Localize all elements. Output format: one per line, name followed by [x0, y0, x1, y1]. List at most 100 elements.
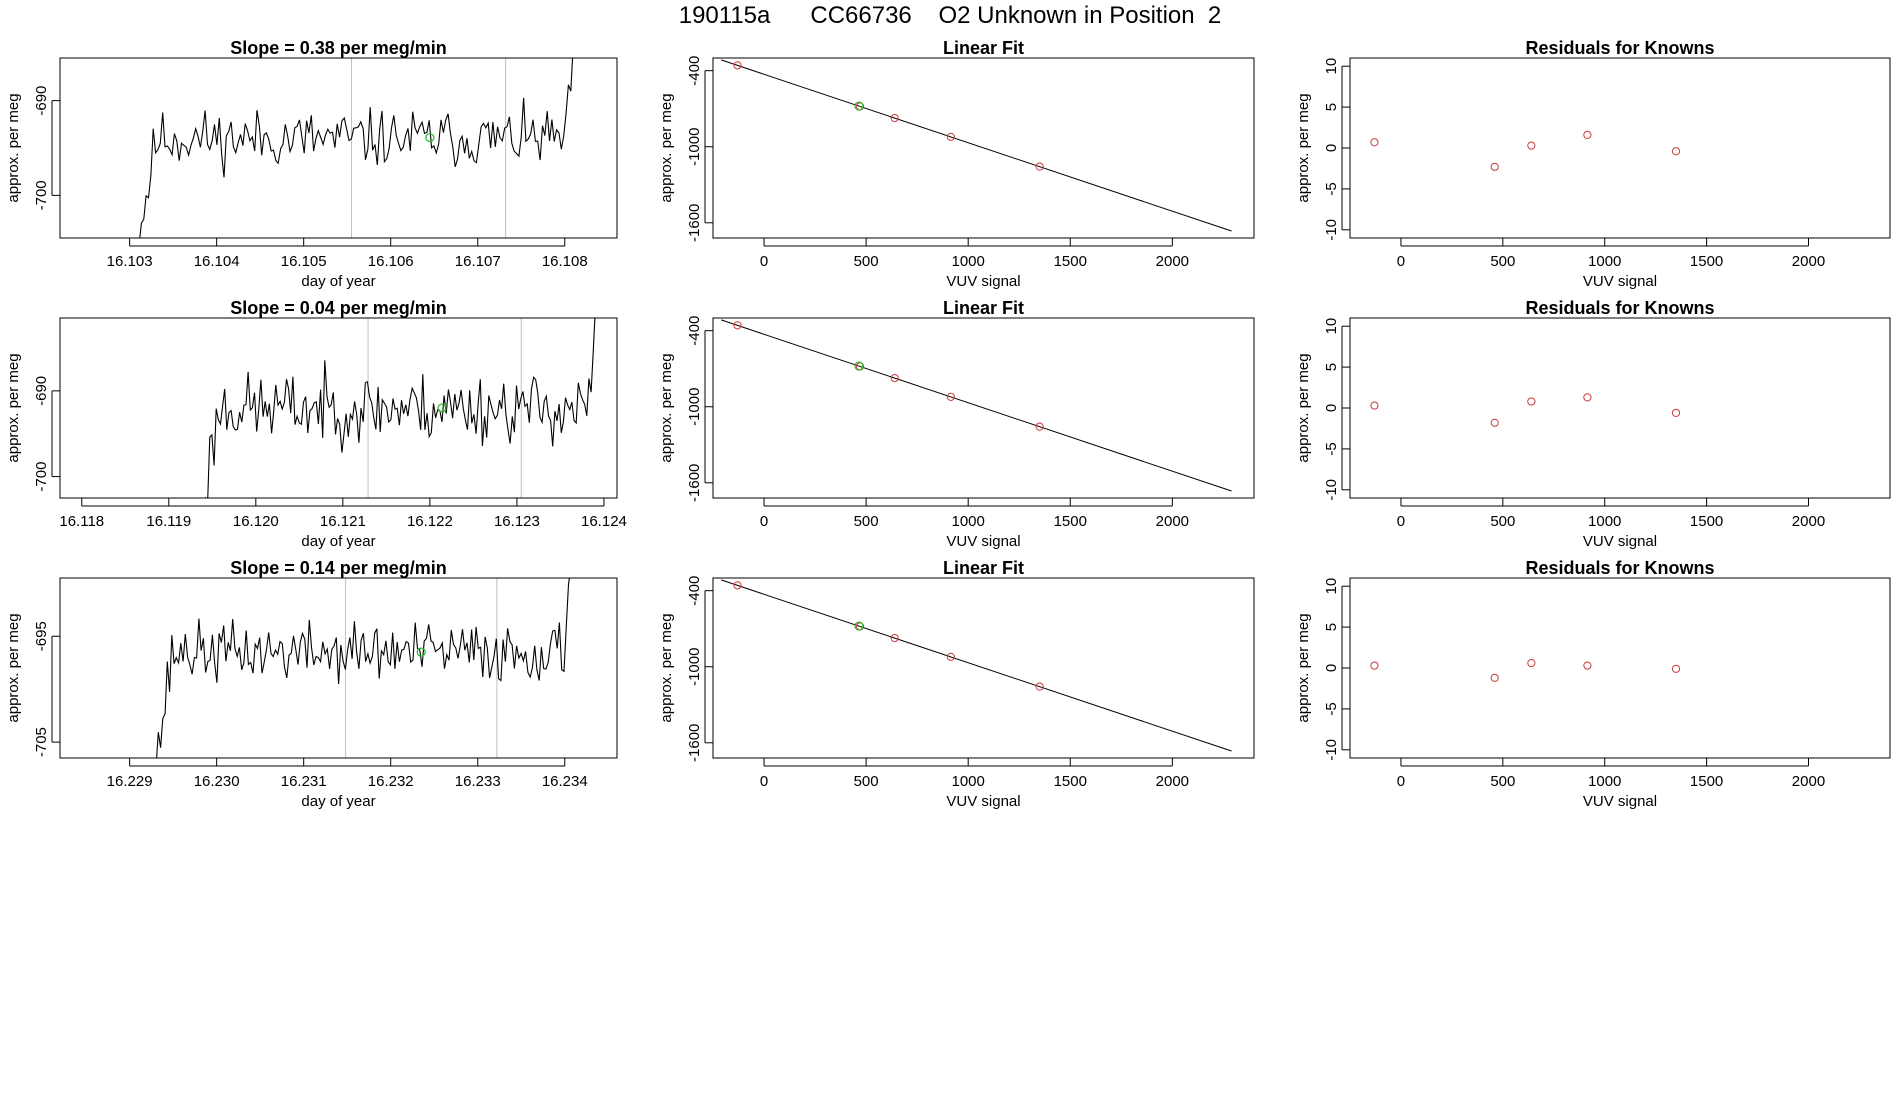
- plot-frame: [59, 317, 618, 499]
- data-trace: [204, 318, 596, 498]
- standard-point: [946, 392, 955, 401]
- plot-frame: [59, 57, 618, 239]
- fit-line: [721, 319, 1232, 492]
- unknown-point: [854, 361, 864, 371]
- x-tick-label: 16.234: [542, 773, 588, 790]
- y-tick-label: -690: [33, 86, 50, 116]
- x-tick-label: 500: [854, 513, 879, 530]
- panel-title: Residuals for Knowns: [1525, 298, 1714, 318]
- data-trace: [156, 578, 570, 758]
- x-tick-label: 16.107: [455, 253, 501, 270]
- y-axis-label: approx. per meg: [5, 613, 22, 722]
- panel-title: Slope = 0.14 per meg/min: [230, 558, 447, 578]
- y-tick-label: 10: [1323, 578, 1340, 595]
- y-tick-label: -400: [686, 576, 703, 606]
- x-axis-label: VUV signal: [1583, 273, 1657, 290]
- x-tick-label: 0: [1397, 253, 1405, 270]
- x-tick-label: 0: [760, 513, 768, 530]
- y-axis-label: approx. per meg: [1295, 613, 1312, 722]
- y-tick-label: -705: [33, 727, 50, 757]
- x-tick-label: 16.124: [581, 513, 627, 530]
- panel-title: Linear Fit: [943, 298, 1024, 318]
- standard-point: [1527, 397, 1536, 406]
- x-tick-label: 16.108: [542, 253, 588, 270]
- y-axis-label: approx. per meg: [658, 613, 675, 722]
- x-axis-label: VUV signal: [1583, 793, 1657, 810]
- x-tick-label: 1000: [1588, 513, 1621, 530]
- y-axis-label: approx. per meg: [5, 353, 22, 462]
- plot-frame: [712, 317, 1255, 499]
- standard-point: [733, 581, 742, 590]
- panel-0-0: Slope = 0.38 per meg/min 16.103 16.104 16.1…: [5, 38, 618, 290]
- y-tick-label: -10: [1323, 219, 1340, 241]
- panel-2-1: Linear Fit 0 500 1000 1500 2000 -400 -1000 -1600…: [658, 558, 1255, 810]
- y-tick-label: -5: [1323, 182, 1340, 195]
- y-tick-label: -10: [1323, 479, 1340, 501]
- standard-point: [1671, 408, 1681, 418]
- y-tick-label: 5: [1323, 623, 1340, 631]
- fit-line: [721, 579, 1232, 752]
- x-tick-label: 16.121: [320, 513, 366, 530]
- standard-point: [1490, 418, 1499, 427]
- plot-area: [1370, 658, 1681, 682]
- x-tick-label: 16.119: [146, 513, 191, 530]
- y-tick-label: 0: [1323, 664, 1340, 672]
- fit-line: [721, 59, 1232, 232]
- y-tick-label: 10: [1323, 318, 1340, 335]
- plot-frame: [712, 57, 1255, 239]
- y-tick-label: -400: [686, 56, 703, 86]
- y-tick-label: -400: [686, 316, 703, 346]
- standard-point: [1583, 130, 1592, 140]
- x-axis-label: VUV signal: [1583, 533, 1657, 550]
- x-tick-label: 16.233: [455, 773, 501, 790]
- panel-1-1: Linear Fit 0 500 1000 1500 2000 -400 -1000 -1600…: [658, 298, 1255, 550]
- panel-2-0: Slope = 0.14 per meg/min 16.229 16.230 16.2…: [5, 558, 618, 810]
- x-tick-label: 500: [854, 253, 879, 270]
- y-axis-label: approx. per meg: [5, 93, 22, 202]
- x-tick-label: 500: [1490, 253, 1515, 270]
- plot-area: [721, 319, 1232, 492]
- plot-area: [156, 578, 570, 758]
- panel-title: Slope = 0.04 per meg/min: [230, 298, 447, 318]
- x-tick-label: 0: [760, 253, 768, 270]
- x-tick-label: 16.104: [194, 253, 240, 270]
- panel-0-2: Residuals for Knowns 0 500 1000 1500 2000 10 5 0…: [1295, 38, 1891, 290]
- standard-point: [1370, 138, 1379, 147]
- x-axis-label: day of year: [301, 533, 375, 550]
- plot-area: [139, 58, 574, 238]
- standard-point: [1671, 664, 1681, 673]
- page-title: 190115a CC66736 O2 Unknown in Position 2: [678, 2, 1222, 29]
- standard-point: [1370, 401, 1379, 410]
- y-tick-label: -1600: [686, 464, 703, 502]
- panel-1-2: Residuals for Knowns 0 500 1000 1500 2000 10 5 0…: [1295, 298, 1891, 550]
- x-axis-label: VUV signal: [946, 793, 1020, 810]
- panel-title: Slope = 0.38 per meg/min: [230, 38, 447, 58]
- y-tick-label: -5: [1323, 702, 1340, 715]
- y-axis-label: approx. per meg: [658, 93, 675, 202]
- standard-point: [1035, 682, 1044, 691]
- standard-point: [1583, 393, 1592, 402]
- x-tick-label: 0: [1397, 773, 1405, 790]
- unknown-point: [437, 403, 447, 413]
- panel-2-2: Residuals for Knowns 0 500 1000 1500 2000 10 5 0…: [1295, 558, 1891, 810]
- plot-area: [1370, 130, 1681, 171]
- x-tick-label: 1500: [1054, 513, 1087, 530]
- x-tick-label: 16.118: [59, 513, 104, 530]
- plot-frame: [1349, 317, 1891, 499]
- x-tick-label: 2000: [1156, 513, 1189, 530]
- panel-title: Residuals for Knowns: [1525, 558, 1714, 578]
- standard-point: [946, 652, 955, 661]
- x-tick-label: 1000: [952, 773, 985, 790]
- standard-point: [890, 113, 899, 123]
- y-axis-label: approx. per meg: [1295, 93, 1312, 202]
- y-tick-label: -695: [33, 621, 50, 651]
- x-tick-label: 2000: [1156, 253, 1189, 270]
- x-tick-label: 1000: [952, 513, 985, 530]
- panel-1-0: Slope = 0.04 per meg/min 16.118 16.119 16.1…: [5, 298, 627, 550]
- plot-area: [721, 59, 1232, 232]
- x-tick-label: 500: [1490, 773, 1515, 790]
- standard-point: [890, 633, 899, 643]
- x-tick-label: 500: [1490, 513, 1515, 530]
- standard-point: [890, 373, 899, 383]
